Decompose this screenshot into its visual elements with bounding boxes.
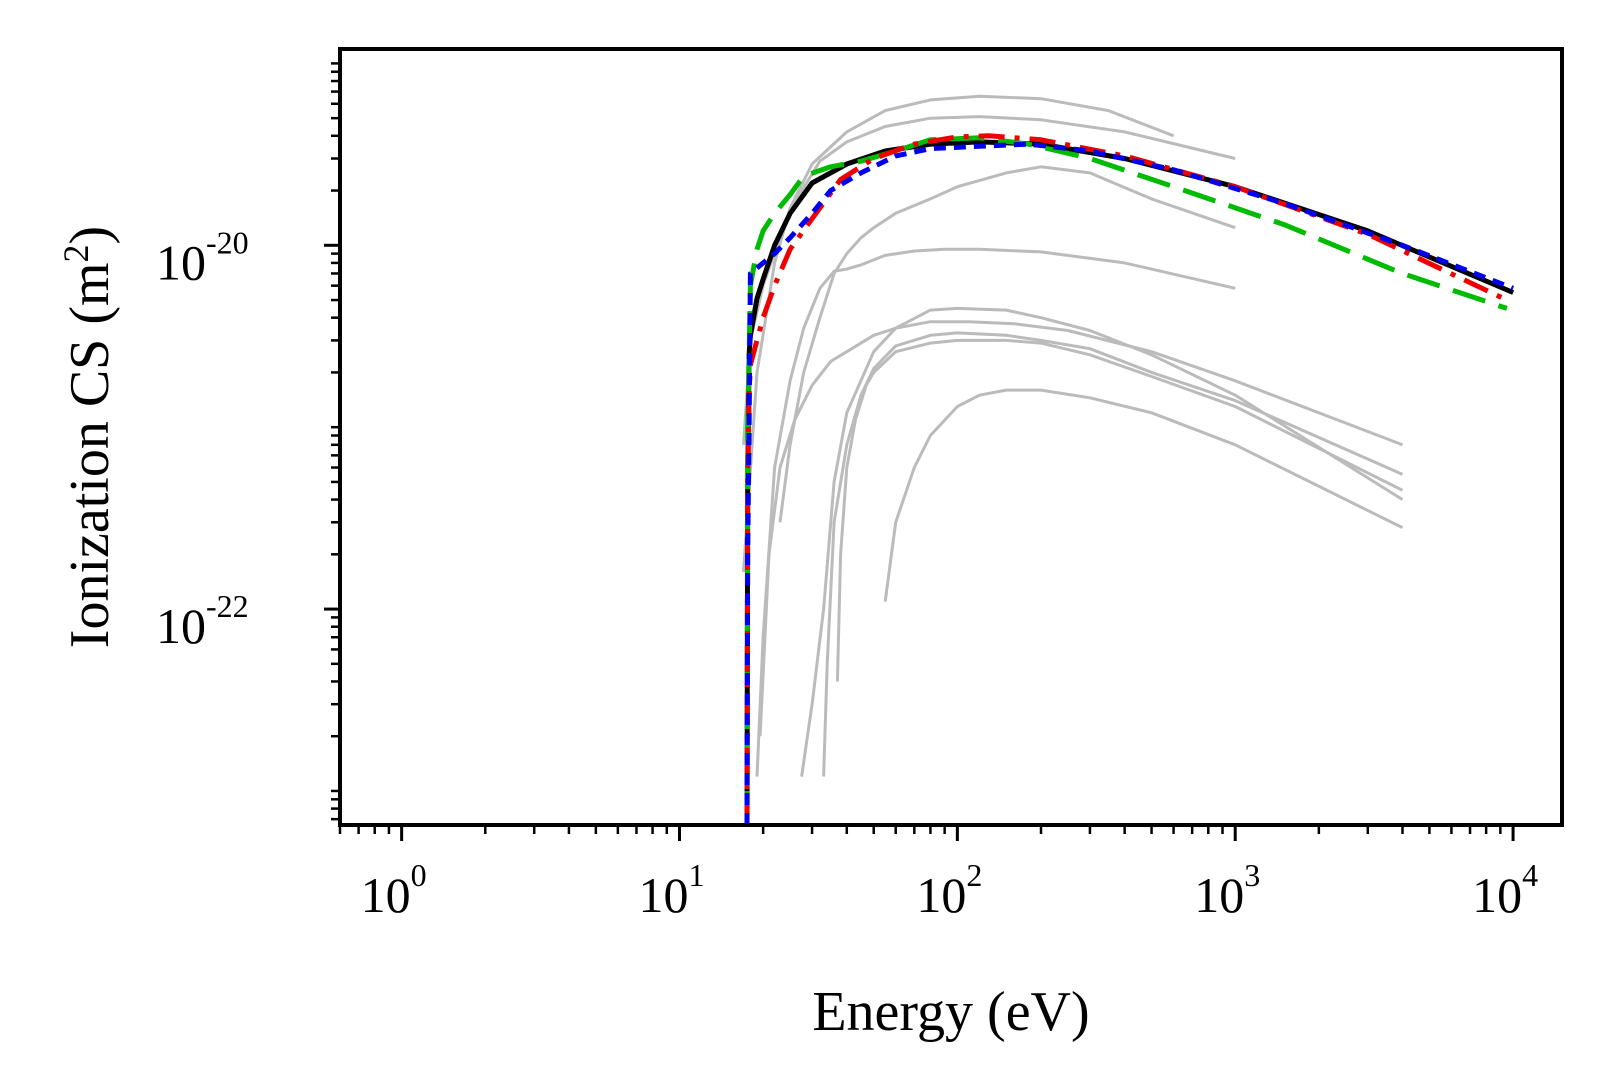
reference-curve-6 [822,331,1404,777]
model-curve-d [744,141,1515,825]
y-tick-label: 10-20 [156,224,249,290]
reference-curve-1 [742,94,1175,573]
y-tick-label: 10-22 [156,588,249,654]
x-axis: 100 101 102 103 104 [338,825,1538,923]
y-axis-title: Ionization CS (m2) [56,226,121,648]
reference-curve-8 [778,165,1236,523]
x-axis-title: Energy (eV) [812,981,1089,1043]
reference-curve-4 [758,320,1404,737]
reference-curve-9 [883,388,1404,602]
model-curve-a [744,139,1515,825]
plot-frame [338,47,1564,827]
x-tick-label: 100 [361,857,427,923]
reference-curve-5 [800,306,1404,777]
y-axis-title-close: ) [59,226,121,245]
y-axis-title-main: Ionization CS (m [59,262,121,648]
x-tick-label: 102 [916,857,982,923]
reference-curve-7 [835,338,1404,682]
series-layer [742,94,1515,825]
y-axis: 10-22 10-20 [156,62,340,821]
x-tick-label: 101 [638,857,704,923]
reference-curve-3 [755,247,1236,777]
x-tick-label: 103 [1194,857,1260,923]
x-tick-label: 104 [1472,857,1538,923]
y-axis-title-sup: 2 [56,244,96,262]
